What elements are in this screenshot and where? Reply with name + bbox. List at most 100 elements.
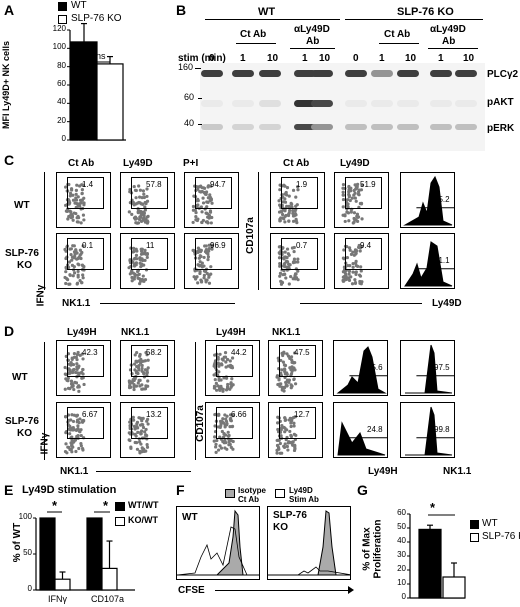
col-header-ly49h-2: Ly49H (216, 327, 246, 338)
x-label-ly49d: Ly49D (432, 298, 462, 309)
blot-band (397, 70, 419, 77)
gate-value: 12.7 (294, 410, 310, 419)
cfse-histogram-ko (267, 506, 351, 580)
gate-region (131, 177, 168, 209)
cfse-histogram-ko-plot (268, 510, 350, 576)
significance-label: * (430, 500, 436, 515)
x-label-ifng: IFNγ (48, 594, 67, 604)
row-label-ko-2: KO (17, 428, 32, 439)
bar-chart-a (67, 22, 126, 141)
group-label-ko: SLP-76 KO (397, 6, 454, 18)
gate-region (345, 238, 382, 270)
gate-region (279, 345, 316, 377)
facs-plot: 44.2 (205, 340, 260, 396)
facs-plot: 94.7 (184, 172, 239, 228)
facs-plot: 58.2 (120, 340, 175, 396)
gate-value: 24.8 (367, 425, 383, 434)
gate-value: 47.5 (294, 348, 310, 357)
x-axis-arrow (100, 303, 235, 304)
bar (96, 63, 124, 141)
gate-region (131, 407, 168, 439)
aly49d-label-ko: αLy49D (430, 24, 466, 35)
y-tick-label: 40 (57, 97, 66, 107)
legend-swatch-isotype (225, 489, 235, 498)
legend-label-isotype: Isotype Ct Ab (238, 486, 267, 504)
gate-value: 57.8 (146, 180, 162, 189)
y-tick-label: 60 (57, 79, 66, 88)
group-line-wt (205, 19, 340, 20)
sig-ifng: * (52, 498, 58, 513)
gate-value: 51.9 (360, 180, 376, 189)
gate-value: 58.2 (146, 348, 162, 357)
gate-region (345, 177, 382, 209)
legend-swatch-ly49d (275, 489, 285, 498)
histogram: 97.5 (400, 340, 455, 396)
row-label-wt: WT (14, 200, 30, 211)
gate-value: 9.4 (360, 241, 372, 250)
mw-160: 160 (178, 62, 194, 72)
blot-band (294, 124, 316, 130)
gate-region (67, 345, 104, 377)
x-axis-arrow (96, 471, 191, 472)
lane-label: 1 (438, 53, 444, 64)
blot-band (455, 100, 477, 107)
gate-value: 45.6 (367, 363, 383, 372)
gate-region (67, 238, 104, 270)
legend-swatch-ko (470, 533, 479, 542)
facs-plot: 51.9 (334, 172, 389, 228)
blot-band (371, 70, 393, 77)
y-tick-label: 30 (397, 550, 406, 559)
panel-label-e: E (4, 482, 14, 498)
gate-value: 96.9 (210, 241, 226, 250)
panel-label-a: A (4, 2, 15, 18)
x-label-cfse: CFSE (178, 585, 205, 596)
lane-label: 10 (463, 53, 475, 64)
bar (70, 41, 98, 141)
facs-plot: 6.66 (205, 402, 260, 458)
group-line-ko (345, 19, 483, 20)
y-tick-label: 20 (57, 115, 66, 125)
y-tick-label: 40 (397, 536, 406, 545)
gate-value: 11 (146, 241, 155, 250)
blot-band (311, 100, 333, 107)
legend-swatch-wtwt (115, 502, 125, 511)
row-label-ko-2: KO (17, 260, 32, 271)
facs-plot: 12.7 (268, 402, 323, 458)
histogram: 45.6 (333, 340, 388, 396)
row-label-wt: WT (182, 512, 198, 523)
gate-region (216, 345, 253, 377)
row-label-ko-1: SLP-76 (273, 510, 307, 521)
row-label-ko-1: SLP-76 (5, 248, 39, 259)
cfse-histogram-wt-plot (177, 509, 259, 576)
gate-region (281, 238, 318, 270)
aly49d-label-wt: αLy49D (294, 24, 330, 35)
y-axis-arrow (195, 342, 196, 460)
facs-plot: 11 (120, 233, 175, 289)
western-blot (200, 63, 485, 151)
blot-band (294, 70, 316, 77)
y-axis-arrow (44, 342, 45, 460)
x-label-cd107a: CD107a (91, 594, 125, 604)
blot-band (259, 100, 281, 107)
blot-band (232, 100, 254, 107)
gate-value: 6.67 (82, 410, 98, 419)
col-header-pi: P+I (183, 158, 199, 169)
gate-region (195, 238, 232, 270)
gate-value: 44.2 (231, 348, 247, 357)
bar (442, 576, 466, 599)
histogram: 99.8 (400, 402, 455, 458)
facs-plot: 1.9 (270, 172, 325, 228)
panel-label-g: G (357, 482, 368, 498)
legend-label-ko: SLP-76 KO (71, 13, 122, 24)
blot-band (259, 124, 281, 130)
ctab-label-wt: Ct Ab (240, 29, 267, 40)
gate-region (279, 407, 316, 439)
facs-plot: 0.1 (56, 233, 111, 289)
y-tick-label: 100 (52, 42, 66, 52)
gate-region (131, 238, 168, 270)
gate-value: 1.4 (82, 180, 94, 189)
lane-label: 0 (353, 53, 359, 64)
bar (39, 517, 56, 591)
x-label-nk11: NK1.1 (62, 298, 91, 309)
